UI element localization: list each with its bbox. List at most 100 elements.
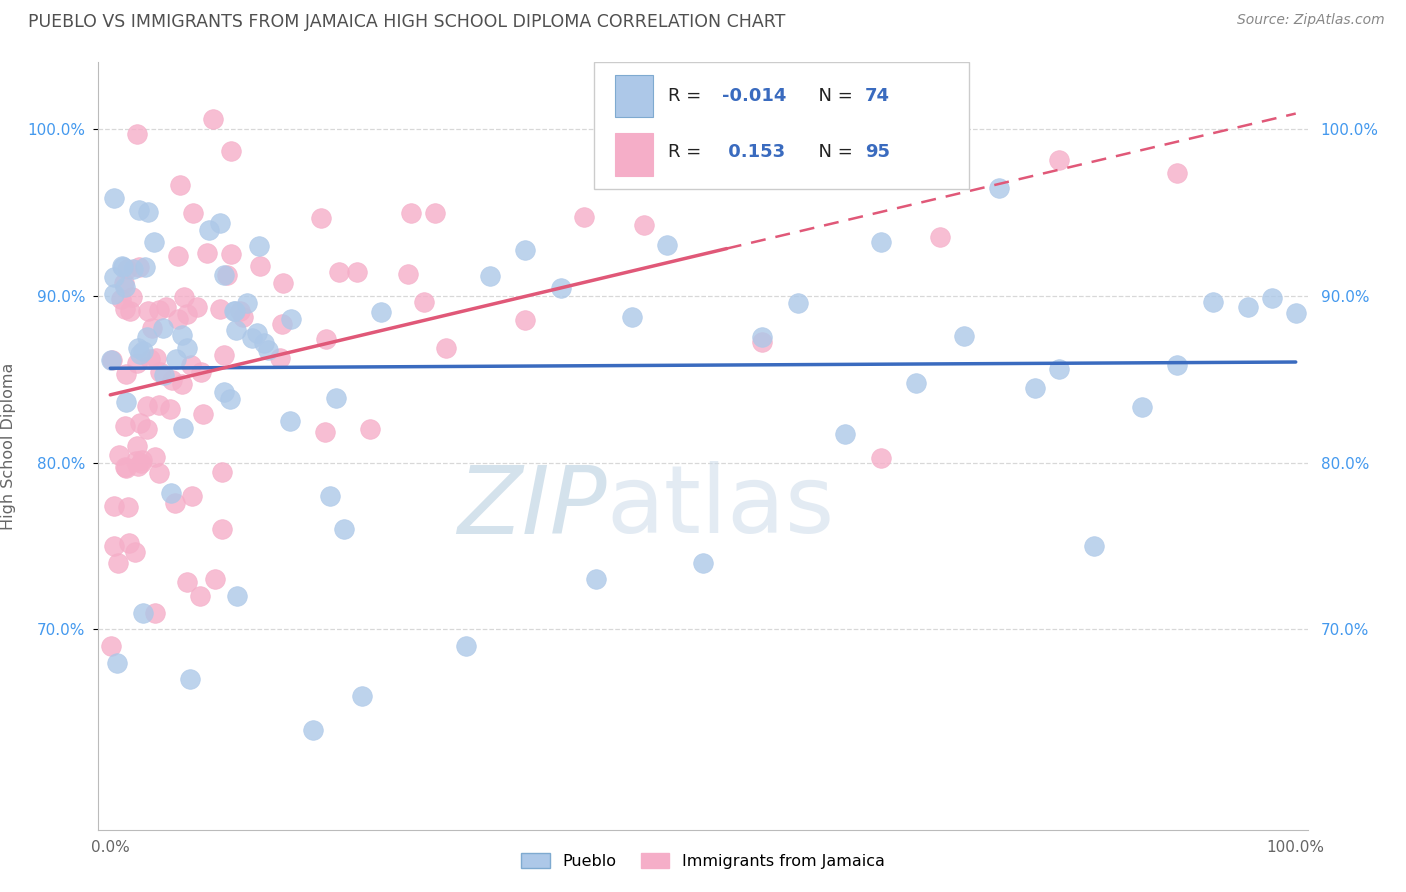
Point — [172, 421, 194, 435]
Point — [834, 427, 856, 442]
Point — [208, 216, 231, 230]
Point — [412, 294, 434, 309]
Point — [249, 259, 271, 273]
Point — [228, 304, 250, 318]
Point — [208, 302, 231, 317]
Text: Source: ZipAtlas.com: Source: ZipAtlas.com — [1237, 13, 1385, 28]
Point — [212, 347, 235, 361]
Point — [235, 296, 257, 310]
Point — [1024, 381, 1046, 395]
Point — [692, 156, 714, 170]
Point — [1166, 165, 1188, 179]
Point — [620, 310, 643, 324]
Point — [129, 416, 152, 430]
Point — [100, 639, 122, 653]
Point — [478, 268, 501, 283]
Point — [952, 329, 974, 343]
Point — [127, 356, 149, 370]
Point — [135, 400, 157, 414]
Point — [103, 191, 125, 205]
Point — [163, 496, 186, 510]
Point — [103, 539, 125, 553]
Point — [195, 246, 218, 260]
Point — [153, 368, 176, 382]
Point — [246, 326, 269, 341]
Point — [1237, 300, 1260, 314]
Point — [114, 459, 136, 474]
Point — [127, 341, 149, 355]
Point — [1083, 539, 1105, 553]
Point — [160, 486, 183, 500]
Point — [309, 211, 332, 226]
Text: 0.153: 0.153 — [723, 143, 786, 161]
Point — [176, 307, 198, 321]
Point — [148, 466, 170, 480]
Point — [247, 239, 270, 253]
Point — [401, 206, 423, 220]
Point — [211, 522, 233, 536]
Point — [112, 276, 135, 290]
Point — [810, 153, 832, 167]
Point — [1130, 400, 1153, 414]
Point — [128, 203, 150, 218]
Point — [121, 290, 143, 304]
Point — [169, 178, 191, 192]
Point — [186, 300, 208, 314]
Point — [550, 281, 572, 295]
Legend: Pueblo, Immigrants from Jamaica: Pueblo, Immigrants from Jamaica — [515, 847, 891, 875]
Point — [115, 367, 138, 381]
Point — [114, 302, 136, 317]
Point — [751, 330, 773, 344]
Point — [219, 144, 242, 158]
Point — [302, 723, 325, 737]
Point — [162, 373, 184, 387]
Point — [173, 290, 195, 304]
Point — [136, 330, 159, 344]
Point — [242, 331, 264, 345]
Point — [869, 235, 891, 250]
Point — [183, 206, 205, 220]
Point — [134, 260, 156, 274]
Point — [224, 304, 246, 318]
Point — [132, 344, 155, 359]
Point — [222, 304, 245, 318]
Text: R =: R = — [668, 87, 707, 105]
Point — [869, 451, 891, 466]
Point — [107, 556, 129, 570]
FancyBboxPatch shape — [614, 134, 654, 176]
Text: PUEBLO VS IMMIGRANTS FROM JAMAICA HIGH SCHOOL DIPLOMA CORRELATION CHART: PUEBLO VS IMMIGRANTS FROM JAMAICA HIGH S… — [28, 13, 786, 31]
Text: -0.014: -0.014 — [723, 87, 787, 105]
Point — [988, 181, 1011, 195]
Y-axis label: High School Diploma: High School Diploma — [1, 362, 15, 530]
Point — [256, 343, 278, 358]
Point — [1047, 153, 1070, 167]
Point — [786, 295, 808, 310]
Point — [170, 376, 193, 391]
Point — [176, 574, 198, 589]
FancyBboxPatch shape — [614, 75, 654, 118]
Point — [131, 452, 153, 467]
Point — [155, 300, 177, 314]
Point — [105, 656, 128, 670]
Point — [253, 336, 276, 351]
Point — [188, 589, 211, 603]
Point — [115, 395, 138, 409]
Point — [117, 500, 139, 514]
Point — [101, 353, 124, 368]
Text: 74: 74 — [865, 87, 890, 105]
Point — [315, 332, 337, 346]
Point — [1202, 295, 1225, 310]
Point — [118, 304, 141, 318]
Point — [657, 238, 679, 252]
Point — [217, 268, 239, 283]
Point — [176, 341, 198, 355]
Point — [211, 465, 233, 479]
Point — [122, 262, 145, 277]
Point — [170, 328, 193, 343]
Point — [145, 450, 167, 465]
Point — [352, 689, 374, 703]
Point — [110, 292, 132, 306]
Point — [232, 310, 254, 324]
Point — [370, 305, 392, 319]
Point — [145, 351, 167, 366]
